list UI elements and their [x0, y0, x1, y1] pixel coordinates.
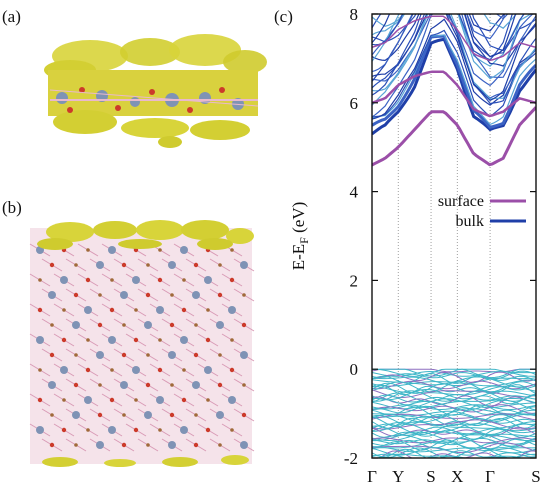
- bulk-band: [372, 14, 518, 62]
- conduction-bands: [372, 14, 536, 136]
- x-tick-label: Y: [392, 467, 404, 486]
- y-axis-label-main: E-E: [289, 244, 308, 270]
- surface-band: [372, 70, 536, 118]
- y-axis-label-sub: F: [297, 237, 311, 244]
- valence-band: [372, 413, 536, 423]
- valence-band: [372, 447, 536, 456]
- y-axis: -2 0 2 4 6 8: [344, 5, 536, 468]
- valence-band: [372, 419, 536, 430]
- valence-band: [372, 453, 524, 458]
- valence-band: [372, 392, 536, 403]
- valence-band: [372, 376, 536, 386]
- valence-band: [372, 430, 536, 442]
- valence-band: [372, 455, 536, 458]
- valence-band: [372, 437, 536, 447]
- y-tick-label: 2: [350, 271, 359, 290]
- panel-b-label: (b): [2, 198, 22, 217]
- legend-surface-label: surface: [438, 193, 484, 210]
- bulk-band: [372, 14, 404, 27]
- valence-band: [372, 437, 536, 444]
- valence-band: [372, 372, 536, 384]
- x-tick-label: X: [451, 467, 463, 486]
- panel-a-structure-image: [44, 34, 267, 148]
- x-tick-label: S: [426, 467, 435, 486]
- bulk-band: [372, 14, 513, 61]
- panel-c-label: (c): [274, 7, 293, 26]
- valence-band: [372, 388, 536, 401]
- y-tick-label: 4: [350, 183, 359, 202]
- valence-band: [372, 371, 536, 383]
- valence-band: [372, 380, 536, 393]
- valence-band: [372, 406, 536, 418]
- bulk-band: [372, 14, 536, 79]
- y-tick-label: 6: [350, 94, 359, 113]
- valence-band: [372, 404, 536, 414]
- bulk-band: [372, 14, 505, 62]
- bulk-band: [372, 14, 536, 96]
- surface-bands: [372, 15, 536, 167]
- valence-bands: [372, 368, 536, 458]
- valence-band: [372, 382, 536, 394]
- surface-band: [372, 106, 536, 167]
- valence-band: [372, 368, 536, 377]
- y-axis-label-unit: (eV): [289, 202, 308, 237]
- y-tick-label: 8: [350, 5, 359, 24]
- plot-frame: [371, 13, 537, 459]
- legend-bulk-label: bulk: [456, 213, 484, 230]
- bulk-band: [372, 34, 536, 126]
- valence-band: [372, 415, 536, 428]
- x-tick-label: S: [531, 467, 540, 486]
- valence-band: [372, 421, 536, 432]
- panel-a: (a): [2, 7, 267, 148]
- x-tick-label: Γ: [367, 467, 377, 486]
- bulk-band: [372, 29, 536, 118]
- valence-band: [372, 428, 536, 440]
- bulk-band: [372, 14, 404, 46]
- panel-b-structure-image: [29, 220, 255, 467]
- legend: surface bulk: [438, 193, 526, 230]
- bulk-band: [466, 14, 517, 58]
- y-tick-label: -2: [344, 449, 358, 468]
- valence-band: [372, 393, 536, 405]
- valence-band: [372, 423, 536, 436]
- panel-b: (b): [2, 198, 255, 467]
- valence-band: [372, 397, 536, 408]
- bulk-band: [372, 14, 525, 52]
- panel-a-label: (a): [2, 7, 21, 26]
- y-tick-label: 0: [350, 360, 359, 379]
- y-axis-label: E-EF (eV): [289, 202, 311, 271]
- valence-band: [372, 448, 536, 458]
- valence-band: [372, 417, 536, 429]
- valence-band: [372, 413, 536, 421]
- bulk-band: [372, 34, 536, 129]
- bulk-band: [372, 14, 492, 73]
- x-tick-label: Γ: [485, 467, 495, 486]
- valence-band: [372, 399, 536, 412]
- valence-band: [372, 439, 536, 451]
- surface-band: [372, 15, 536, 62]
